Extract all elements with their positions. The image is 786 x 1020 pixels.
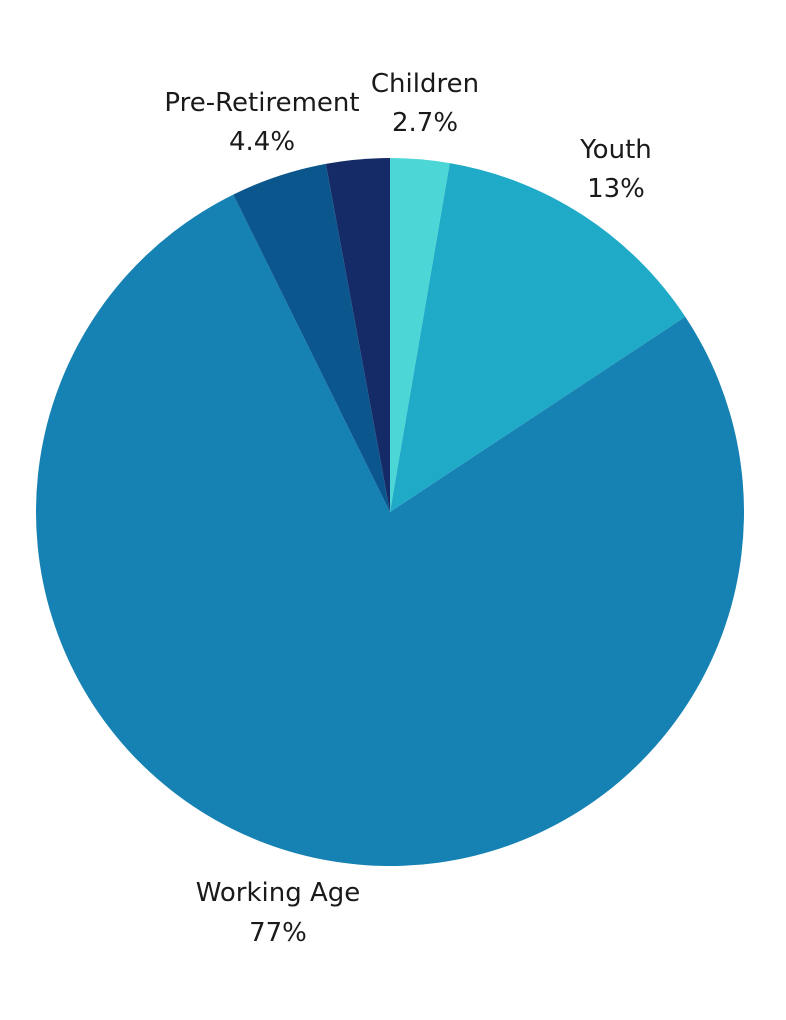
slice-label-children-name: Children <box>371 69 479 99</box>
pie-slice-children <box>390 158 450 512</box>
pie-slice-youth <box>390 163 686 512</box>
pie-slice-working-age <box>35 194 744 867</box>
slice-label-pre-retirement-name: Pre-Retirement <box>164 88 359 118</box>
slice-label-youth-value: 13% <box>587 174 645 204</box>
slice-label-youth-name: Youth <box>579 135 652 165</box>
slice-label-working-age-name: Working Age <box>196 878 361 908</box>
pie-slice-unlabeled-4 <box>325 158 390 512</box>
slice-label-children-value: 2.7% <box>392 108 458 138</box>
slice-label-working-age-value: 77% <box>249 918 307 948</box>
pie-labels: Children 2.7% Youth 13% Working Age 77% … <box>164 69 651 948</box>
pie-slice-pre-retirement <box>233 163 390 513</box>
slice-label-pre-retirement-value: 4.4% <box>229 127 295 157</box>
pie-slices <box>35 158 744 867</box>
